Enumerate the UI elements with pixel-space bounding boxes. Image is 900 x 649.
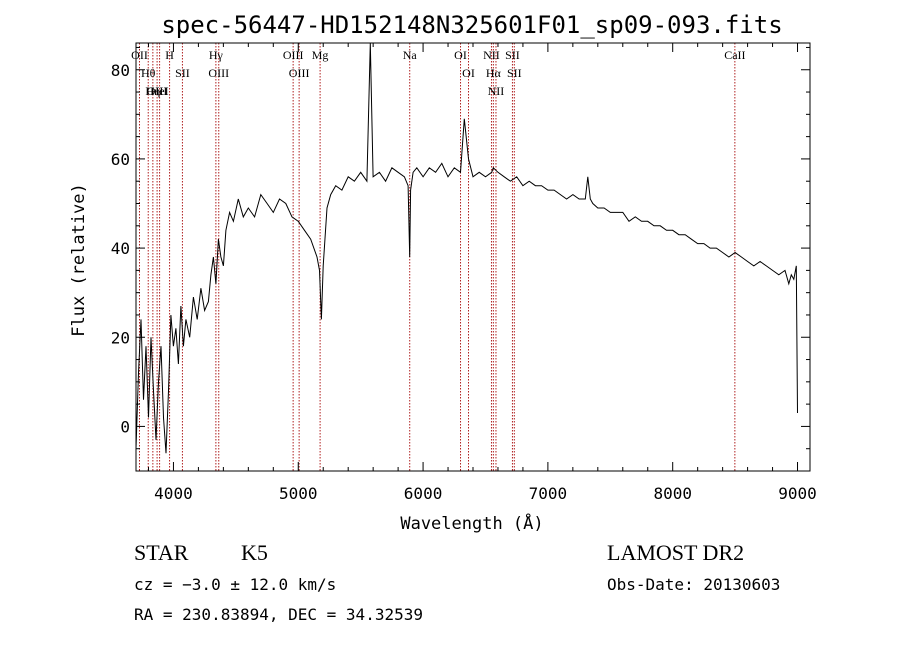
redshift-text: cz = −3.0 ± 12.0 km/s — [134, 575, 336, 594]
obs-date-text: Obs-Date: 20130603 — [607, 575, 780, 594]
line-marker-label: Hα — [486, 66, 502, 80]
line-markers — [138, 43, 736, 471]
line-marker-label: OIII — [283, 48, 304, 62]
line-marker-label: SII — [175, 66, 190, 80]
line-marker-label: NII — [488, 84, 505, 98]
line-marker-label: OIII — [208, 66, 229, 80]
y-tick-label: 80 — [111, 61, 130, 80]
x-tick-label: 8000 — [653, 484, 692, 503]
line-marker-label: OIII — [147, 84, 168, 98]
line-marker-label: OI — [454, 48, 467, 62]
y-tick-label: 40 — [111, 239, 130, 258]
line-marker-label: H — [165, 48, 174, 62]
x-tick-label: 7000 — [529, 484, 568, 503]
x-axis-ticks: 4000 5000 6000 7000 8000 9000 — [147, 43, 817, 503]
line-marker-label: Hγ — [209, 48, 224, 62]
line-marker-label: OI — [462, 66, 475, 80]
line-marker-label: Na — [403, 48, 418, 62]
line-marker-label: SII — [505, 48, 520, 62]
x-tick-label: 5000 — [279, 484, 318, 503]
coordinates-text: RA = 230.83894, DEC = 34.32539 — [134, 605, 423, 624]
line-marker-label: Hη — [145, 84, 160, 98]
plot-frame — [135, 42, 811, 472]
x-tick-label: 4000 — [154, 484, 193, 503]
line-marker-label: CaII — [724, 48, 745, 62]
chart-title: spec-56447-HD152148N325601F01_sp09-093.f… — [161, 11, 782, 39]
x-axis-label: Wavelength (Å) — [400, 512, 543, 534]
spectrum-line — [135, 42, 798, 454]
y-tick-label: 20 — [111, 328, 130, 347]
survey-name: LAMOST DR2 — [607, 540, 744, 565]
y-tick-label: 0 — [120, 417, 130, 436]
line-marker-label: OIII — [289, 66, 310, 80]
object-subclass: K5 — [241, 540, 268, 565]
y-axis-label: Flux (relative) — [69, 183, 89, 337]
line-marker-label: NII — [483, 48, 500, 62]
x-tick-label: 6000 — [404, 484, 443, 503]
line-marker-label: Mg — [312, 48, 329, 62]
line-marker-label: SII — [507, 66, 522, 80]
line-marker-label: OII — [131, 48, 148, 62]
y-axis-ticks: 0 20 40 60 80 — [111, 46, 810, 450]
line-marker-label: Hθ — [141, 66, 156, 80]
object-class: STAR — [134, 540, 189, 565]
y-tick-label: 60 — [111, 150, 130, 169]
x-tick-label: 9000 — [778, 484, 817, 503]
line-marker-label: HeI — [151, 84, 169, 98]
